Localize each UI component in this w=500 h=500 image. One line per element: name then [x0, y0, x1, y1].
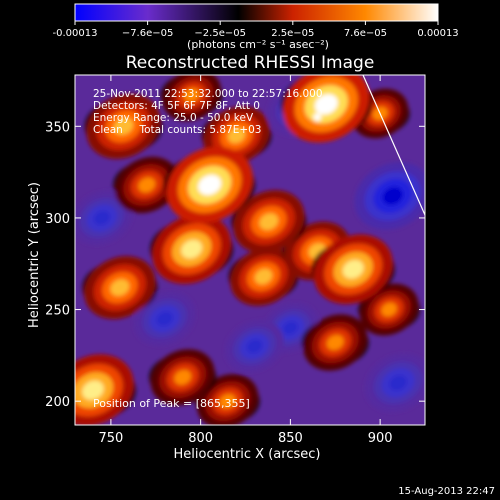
- blob-layer: [326, 335, 344, 351]
- blob-layer: [246, 339, 263, 354]
- heatmap-blob: [75, 354, 136, 425]
- colorbar-ticks: -0.00013 −7.6e−05 −2.5e−05 2.5e−05 7.6e−05 0.…: [53, 21, 459, 39]
- blob-layer: [198, 174, 222, 196]
- plot-area: [75, 75, 425, 425]
- solar-limb-line: [362, 75, 425, 216]
- heatmap-blob: [301, 314, 369, 371]
- colorbar-tick-label: 7.6e−05: [344, 28, 387, 39]
- y-tick-label: 250: [45, 304, 70, 319]
- annotation-line: 25-Nov-2011 22:53:32.000 to 22:57:16.000: [93, 88, 323, 100]
- blob-layer: [82, 380, 104, 400]
- blob-layer: [174, 369, 192, 385]
- blob-layer: [181, 239, 203, 259]
- x-axis-ticks: 750 800 850 900: [98, 75, 393, 446]
- y-tick-label: 300: [45, 212, 70, 227]
- blob-layer: [110, 279, 130, 296]
- colorbar-tick-label: 0.00013: [417, 28, 458, 39]
- blob-layer: [259, 213, 279, 230]
- blob-layer: [254, 268, 273, 285]
- heatmap-blob: [354, 162, 425, 230]
- y-axis-label: Heliocentric Y (arcsec): [27, 182, 42, 328]
- blob-layer: [113, 117, 134, 136]
- heatmap-blob: [195, 374, 260, 425]
- plot-frame: [74, 74, 426, 426]
- heatmap-blob: [358, 283, 421, 336]
- heatmap-blob: [150, 214, 234, 284]
- blob-layer: [382, 186, 403, 205]
- blob-layer: [342, 259, 364, 279]
- heatmap-blob: [113, 156, 181, 214]
- heatmap-layer: [75, 75, 425, 425]
- x-tick-label: 850: [278, 431, 303, 446]
- annotation-line: Energy Range: 25.0 - 50.0 keV: [93, 112, 254, 124]
- annotation-block: 25-Nov-2011 22:53:32.000 to 22:57:16.000…: [93, 88, 323, 136]
- y-tick-label: 350: [45, 120, 70, 135]
- y-tick-label: 200: [45, 395, 70, 410]
- blob-layer: [93, 210, 111, 226]
- colorbar-tick-label: −7.6e−05: [122, 28, 174, 39]
- heatmap-blob: [149, 349, 217, 406]
- footer-timestamp: 15-Aug-2013 22:47: [398, 486, 495, 497]
- heatmap-blob: [231, 190, 307, 254]
- heatmap-blob: [364, 353, 425, 413]
- x-tick-label: 900: [368, 431, 393, 446]
- blob-layer: [156, 311, 173, 326]
- peak-marker: [313, 113, 322, 122]
- blob-layer: [183, 88, 200, 103]
- annotation-line: Detectors: 4F 5F 6F 7F 8F, Att 0: [93, 100, 260, 112]
- colorbar-tick-label: 2.5e−05: [271, 28, 314, 39]
- heatmap-blob: [134, 291, 196, 346]
- colorbar-tick-label: −2.5e−05: [194, 28, 246, 39]
- annotation-line: Clean Total counts: 5.87E+03: [93, 124, 262, 136]
- peak-position-label: Position of Peak = [865,355]: [93, 397, 250, 410]
- heatmap-blob: [75, 190, 133, 245]
- blob-layer: [381, 302, 397, 317]
- blob-layer: [227, 127, 246, 144]
- blob-layer: [219, 393, 236, 409]
- heatmap-blob: [225, 320, 284, 373]
- blob-layer: [138, 177, 156, 193]
- x-tick-label: 750: [98, 431, 123, 446]
- blob-layer: [282, 321, 298, 335]
- heatmap-blob: [228, 247, 299, 306]
- y-axis-ticks: 200 250 300 350: [45, 120, 425, 410]
- colorbar-gradient: [74, 3, 439, 22]
- heatmap-blob: [82, 256, 158, 320]
- heatmap-blob: [84, 93, 163, 159]
- colorbar-tick-label: -0.00013: [53, 28, 98, 39]
- colorbar: -0.00013 −7.6e−05 −2.5e−05 2.5e−05 7.6e−05 0.…: [53, 3, 459, 51]
- blob-layer: [389, 375, 407, 391]
- x-axis-label: Heliocentric X (arcsec): [174, 447, 321, 462]
- x-tick-label: 800: [188, 431, 213, 446]
- heatmap-blob: [311, 234, 395, 305]
- chart-title: Reconstructed RHESSI Image: [126, 53, 375, 73]
- blob-layer: [314, 94, 338, 115]
- colorbar-unit-label: (photons cm⁻² s⁻¹ asec⁻²): [187, 38, 329, 51]
- heatmap-blob: [164, 146, 256, 224]
- heatmap-blob: [160, 75, 223, 122]
